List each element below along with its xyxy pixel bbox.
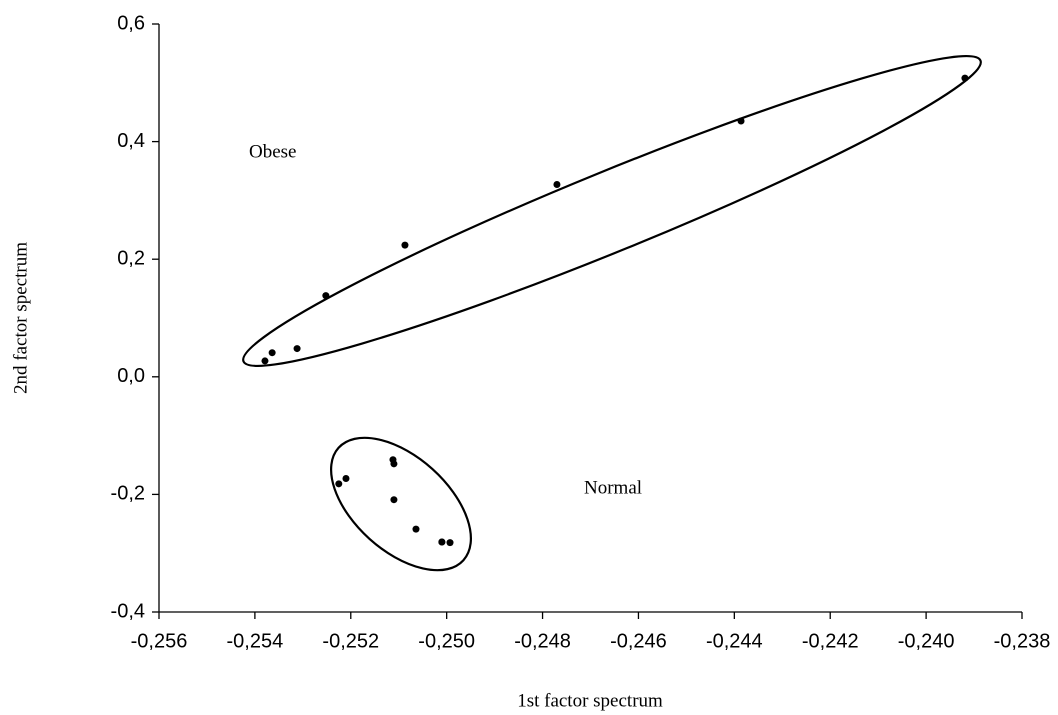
data-point [737,117,745,125]
data-point [268,349,276,357]
data-point [390,496,398,504]
data-point [438,538,446,546]
x-tick-label: -0,250 [418,630,475,652]
data-point [553,181,561,189]
x-tick-label: -0,242 [802,630,859,652]
normal-cluster-outline [330,436,472,572]
annotation: Obese [249,141,296,162]
x-tick-label: -0,238 [994,630,1051,652]
data-point [293,345,301,353]
y-tick-label: 0,2 [117,247,145,269]
x-tick-label: -0,256 [131,630,188,652]
x-tick-label: -0,248 [514,630,571,652]
obese-cluster-outline [242,55,982,367]
y-tick-label: 0,6 [117,12,145,34]
data-point [261,357,269,365]
data-point [412,525,420,533]
data-point [401,241,409,249]
x-tick-label: -0,244 [706,630,763,652]
x-tick-label: -0,240 [898,630,955,652]
y-tick-label: -0,4 [111,600,145,622]
y-tick-label: -0,2 [111,483,145,505]
x-axis-title: 1st factor spectrum [517,690,663,711]
y-tick-label: 0,0 [117,365,145,387]
data-point [322,292,330,300]
data-point [961,74,969,82]
x-tick-label: -0,252 [322,630,379,652]
data-point [446,539,454,547]
data-point [342,475,350,483]
x-tick-label: -0,254 [227,630,284,652]
annotation: Normal [584,477,642,498]
y-tick-label: 0,4 [117,130,145,152]
x-tick-label: -0,246 [610,630,667,652]
data-point [335,480,343,488]
y-axis-title: 2nd factor spectrum [10,242,31,394]
data-point [390,460,398,468]
